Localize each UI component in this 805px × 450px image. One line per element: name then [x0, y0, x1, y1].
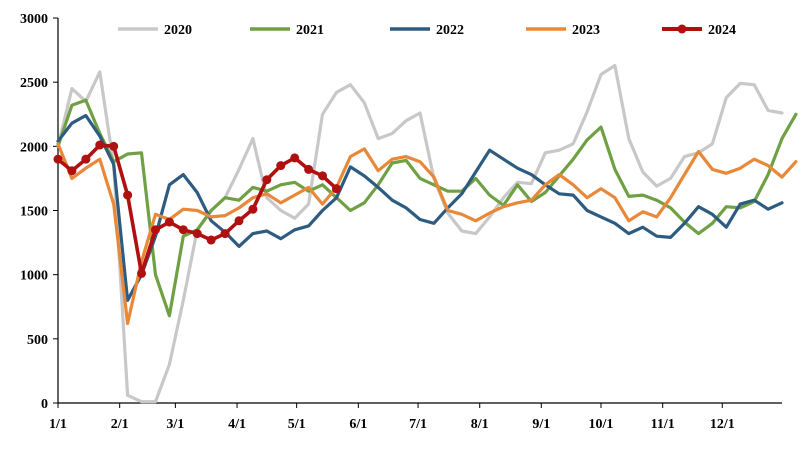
data-point-2024: [220, 229, 230, 239]
x-tick-label: 3/1: [166, 417, 184, 432]
y-tick-label: 0: [41, 397, 48, 412]
y-tick-label: 3000: [20, 12, 48, 27]
x-tick-label: 6/1: [349, 417, 367, 432]
x-tick-label: 9/1: [532, 417, 550, 432]
x-tick-label: 11/1: [651, 417, 675, 432]
y-axis-ticks: 0 500 1000 1500 2000 2500 3000: [20, 12, 58, 412]
series-line-2023: [56, 142, 798, 325]
data-point-2024: [164, 217, 174, 227]
data-point-2024: [53, 154, 63, 164]
x-tick-label: 12/1: [710, 417, 735, 432]
legend-label-2024: 2024: [708, 23, 736, 38]
x-axis-ticks: 1/1 2/1 3/1 4/1 5/1 6/1 7/1 8/1 9/1 10/1 11/1 12/1: [49, 403, 735, 432]
data-point-2024: [150, 225, 160, 235]
data-point-2024: [109, 141, 119, 151]
x-tick-label: 4/1: [228, 417, 246, 432]
data-point-2024: [318, 171, 328, 181]
data-point-2024: [248, 204, 258, 214]
data-point-2024: [304, 164, 314, 174]
data-point-2024: [67, 166, 77, 176]
x-tick-label: 5/1: [288, 417, 306, 432]
data-point-2024: [95, 140, 105, 150]
x-tick-label: 8/1: [471, 417, 489, 432]
data-point-2024: [276, 161, 286, 171]
data-point-2024: [81, 154, 91, 164]
x-tick-label: 2/1: [111, 417, 129, 432]
data-point-2024: [137, 268, 147, 278]
x-tick-label: 1/1: [49, 417, 67, 432]
legend-label-2021: 2021: [296, 23, 324, 38]
legend-label-2023: 2023: [572, 23, 600, 38]
x-tick-label: 10/1: [589, 417, 614, 432]
y-tick-label: 1500: [20, 205, 48, 220]
y-tick-label: 500: [27, 333, 48, 348]
data-point-2024: [234, 216, 244, 226]
y-tick-label: 2500: [20, 76, 48, 91]
legend-marker-2024: [677, 24, 687, 34]
y-tick-label: 2000: [20, 140, 48, 155]
series-line-2022: [56, 113, 784, 302]
series-lines: [53, 63, 798, 404]
data-point-2024: [178, 225, 188, 235]
data-point-2024: [262, 175, 272, 185]
data-point-2024: [290, 153, 300, 163]
legend-label-2022: 2022: [436, 23, 464, 38]
legend-label-2020: 2020: [164, 23, 192, 38]
series-line-2021: [56, 98, 798, 318]
data-point-2024: [206, 235, 216, 245]
data-point-2024: [123, 190, 133, 200]
y-tick-label: 1000: [20, 269, 48, 284]
x-tick-label: 7/1: [409, 417, 427, 432]
data-point-2024: [331, 184, 341, 194]
series-line-2020: [56, 63, 784, 404]
data-point-2024: [192, 229, 202, 239]
legend: 2020 2021 2022 2023 2024: [118, 23, 736, 38]
